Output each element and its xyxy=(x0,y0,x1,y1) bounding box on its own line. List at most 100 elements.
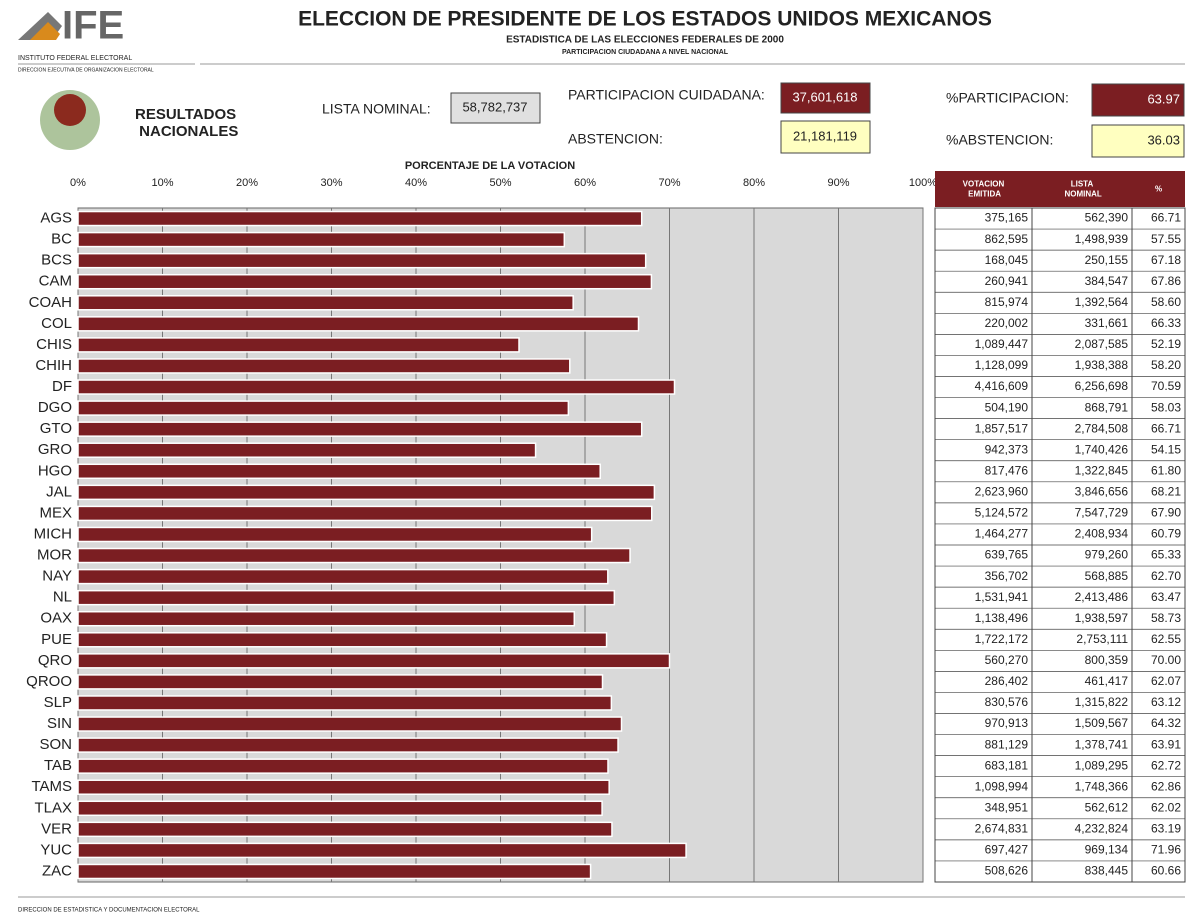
x-tick-label: 90% xyxy=(827,177,849,189)
cell: 562,612 xyxy=(1085,800,1129,814)
cell: 1,938,597 xyxy=(1075,611,1129,625)
cell: 2,087,585 xyxy=(1075,337,1129,351)
bar xyxy=(77,231,566,248)
cell: 1,392,564 xyxy=(1075,295,1129,309)
cell: 70.00 xyxy=(1151,653,1181,667)
y-tick-label: GTO xyxy=(40,420,72,437)
subtitle: ESTADISTICA DE LAS ELECCIONES FEDERALES … xyxy=(506,35,784,46)
y-tick-label: MOR xyxy=(37,547,72,564)
cell: 57.55 xyxy=(1151,232,1181,246)
office: DIRECCION EJECUTIVA DE ORGANIZACION ELEC… xyxy=(18,67,154,73)
cell: 2,674,831 xyxy=(975,822,1029,836)
x-tick-label: 50% xyxy=(489,177,511,189)
cell: 969,134 xyxy=(1085,843,1129,857)
cell: 1,748,366 xyxy=(1075,779,1129,793)
cell: 683,181 xyxy=(985,758,1029,772)
cell: 2,753,111 xyxy=(1076,632,1128,646)
cell: 568,885 xyxy=(1085,569,1129,583)
bar xyxy=(77,442,537,458)
y-tick-label: PUE xyxy=(41,631,72,648)
institute: INSTITUTO FEDERAL ELECTORAL xyxy=(18,55,132,62)
label: ABSTENCION: xyxy=(568,131,663,147)
cell: 800,359 xyxy=(1085,653,1129,667)
summary-heading: RESULTADOS NACIONALES xyxy=(135,106,238,140)
y-tick-label: SLP xyxy=(44,694,72,711)
y-tick-label: ZAC xyxy=(42,862,72,879)
label: PARTICIPACION CUIDADANA: xyxy=(568,87,765,103)
cell: 1,322,845 xyxy=(1075,463,1129,477)
label: %PARTICIPACION: xyxy=(946,90,1069,106)
cell: 65.33 xyxy=(1151,548,1181,562)
cell: 970,913 xyxy=(985,716,1029,730)
bar xyxy=(77,252,647,269)
cell: 2,408,934 xyxy=(1075,527,1129,541)
cell: 61.80 xyxy=(1151,463,1181,477)
cell: 942,373 xyxy=(985,442,1029,456)
cell: 58.03 xyxy=(1151,400,1181,414)
bar xyxy=(77,842,687,859)
value-box xyxy=(450,92,541,124)
cell: 1,498,939 xyxy=(1075,232,1129,246)
value-box xyxy=(1091,124,1185,158)
cell: 70.59 xyxy=(1151,379,1181,393)
y-tick-label: HGO xyxy=(38,462,72,479)
x-tick-label: 60% xyxy=(574,177,596,189)
bar xyxy=(77,316,640,332)
column-header: LISTA NOMINAL xyxy=(1062,180,1102,199)
x-tick-label: 30% xyxy=(320,177,342,189)
logo-shape xyxy=(30,22,60,40)
column-header: VOTACION EMITIDA xyxy=(963,180,1005,199)
y-tick-label: SIN xyxy=(47,715,72,732)
y-tick-label: BC xyxy=(51,231,72,248)
bar xyxy=(77,863,592,880)
cell: 63.91 xyxy=(1151,737,1181,751)
cell: 356,702 xyxy=(985,569,1029,583)
bar xyxy=(77,695,613,711)
value-box xyxy=(780,82,871,114)
y-tick-label: CHIH xyxy=(35,357,72,374)
cell: 375,165 xyxy=(985,211,1029,225)
y-tick-label: CHIS xyxy=(36,336,72,353)
title: ELECCION DE PRESIDENTE DE LOS ESTADOS UN… xyxy=(298,8,992,31)
y-tick-label: QROO xyxy=(26,673,72,690)
cell: 2,413,486 xyxy=(1075,590,1129,604)
cell: 1,089,295 xyxy=(1075,758,1129,772)
cell: 1,938,388 xyxy=(1075,358,1129,372)
y-tick-label: GRO xyxy=(38,441,72,458)
cell: 1,740,426 xyxy=(1075,442,1129,456)
cell: 67.90 xyxy=(1151,506,1181,520)
y-tick-label: TLAX xyxy=(34,799,72,816)
cell: 66.71 xyxy=(1151,421,1181,435)
cell: 60.66 xyxy=(1151,864,1181,878)
cell: 384,547 xyxy=(1085,274,1129,288)
y-tick-label: NL xyxy=(53,589,72,606)
cell: 815,974 xyxy=(985,295,1029,309)
bar xyxy=(77,674,604,690)
y-tick-label: DGO xyxy=(38,399,72,416)
column-header: % xyxy=(1155,185,1162,194)
y-tick-label: DF xyxy=(52,378,72,395)
bar xyxy=(77,632,608,648)
cell: 168,045 xyxy=(985,253,1029,267)
cell: 1,098,994 xyxy=(975,779,1029,793)
value: 37,601,618 xyxy=(792,89,857,104)
y-tick-label: NAY xyxy=(42,568,72,585)
cell: 64.32 xyxy=(1151,716,1181,730)
x-tick-label: 80% xyxy=(743,177,765,189)
bar xyxy=(77,273,653,290)
cell: 881,129 xyxy=(985,737,1029,751)
y-tick-label: SON xyxy=(39,736,72,753)
cell: 2,623,960 xyxy=(975,485,1029,499)
bar xyxy=(77,505,653,522)
cell: 286,402 xyxy=(985,674,1029,688)
cell: 62.07 xyxy=(1151,674,1181,688)
table-header xyxy=(935,171,1185,207)
cell: 66.71 xyxy=(1151,211,1181,225)
footer: DIRECCION DE ESTADISTICA Y DOCUMENTACION… xyxy=(18,908,200,914)
y-tick-label: JAL xyxy=(46,483,72,500)
y-tick-label: COL xyxy=(41,315,72,332)
bar xyxy=(77,358,571,374)
y-tick-label: OAX xyxy=(40,610,72,627)
y-tick-label: TAMS xyxy=(31,778,72,795)
